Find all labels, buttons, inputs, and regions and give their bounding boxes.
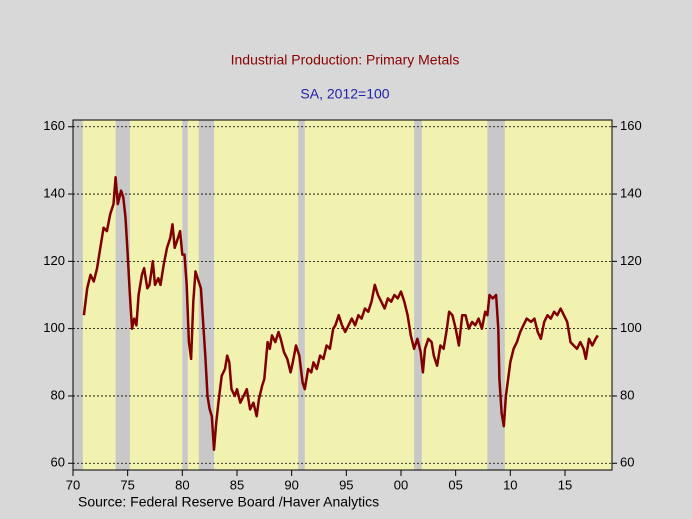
y-tick-label: 100 xyxy=(43,320,65,335)
data-line xyxy=(82,175,599,452)
y2-tick-label: 140 xyxy=(620,185,642,200)
recession-band xyxy=(414,120,422,470)
chart-title: Industrial Production: Primary Metals xyxy=(231,52,460,68)
y-tick-label: 80 xyxy=(51,387,65,402)
plot-frame xyxy=(72,119,613,471)
x-tick-label: 05 xyxy=(448,477,462,492)
x-tick-label: 80 xyxy=(175,477,189,492)
chart-subtitle: SA, 2012=100 xyxy=(300,86,389,102)
recession-band xyxy=(198,120,215,470)
x-tick-label: 75 xyxy=(120,477,134,492)
x-tick-label: 10 xyxy=(503,477,517,492)
plot-area xyxy=(73,120,612,470)
source-note: Source: Federal Reserve Board /Haver Ana… xyxy=(78,494,379,510)
y-tick-label: 160 xyxy=(43,118,65,133)
recession-band xyxy=(182,120,188,470)
y2-tick-label: 120 xyxy=(620,253,642,268)
x-tick-label: 95 xyxy=(339,477,353,492)
y-tick-label: 140 xyxy=(43,185,65,200)
x-tick-label: 00 xyxy=(394,477,408,492)
recession-band xyxy=(115,120,130,470)
y2-tick-label: 160 xyxy=(620,118,642,133)
y2-tick-label: 80 xyxy=(620,387,634,402)
y2-tick-label: 100 xyxy=(620,320,642,335)
x-tick-label: 70 xyxy=(66,477,80,492)
x-tick-label: 90 xyxy=(284,477,298,492)
y-tick-label: 60 xyxy=(51,455,65,470)
recession-band xyxy=(298,120,305,470)
y-tick-label: 120 xyxy=(43,253,65,268)
recession-band xyxy=(73,120,83,470)
y2-tick-label: 60 xyxy=(620,455,634,470)
x-tick-label: 85 xyxy=(230,477,244,492)
x-tick-label: 15 xyxy=(558,477,572,492)
